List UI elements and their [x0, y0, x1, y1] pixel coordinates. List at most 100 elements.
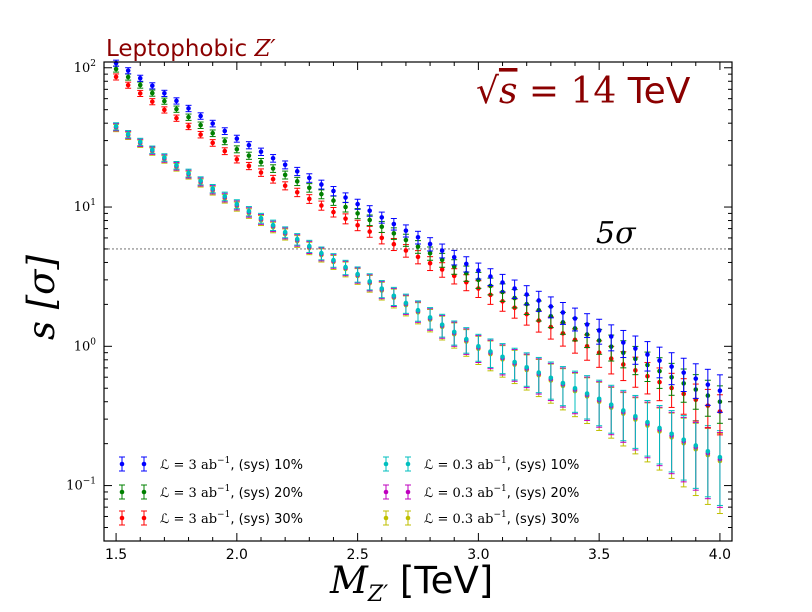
data-point: [716, 374, 723, 413]
legend-marker: [141, 461, 147, 467]
marker: [186, 106, 191, 111]
data-point: [523, 285, 530, 306]
marker: [427, 250, 433, 256]
data-point: [221, 127, 228, 136]
marker: [560, 310, 566, 315]
marker: [657, 358, 662, 363]
marker: [512, 359, 517, 365]
legend-entry-6: ℒ = 0.3 ab−1, (sys) 30%: [383, 510, 579, 527]
marker: [307, 175, 312, 181]
data-point: [354, 266, 361, 283]
marker: [705, 449, 711, 454]
marker: [451, 254, 457, 260]
data-point: [294, 187, 301, 198]
marker: [270, 176, 276, 182]
legend-marker: [405, 489, 411, 495]
data-point: [656, 346, 663, 379]
data-point: [149, 98, 156, 106]
data-point: [270, 164, 277, 173]
marker: [234, 136, 240, 141]
data-point: [245, 141, 252, 150]
marker: [198, 113, 203, 119]
data-point: [173, 114, 180, 122]
data-point: [427, 237, 434, 252]
y-tick-label: 102: [74, 59, 96, 76]
data-point: [125, 130, 132, 139]
y-tick-label: 101: [74, 198, 96, 215]
marker: [415, 307, 421, 313]
marker: [355, 211, 360, 216]
legend-label: ℒ = 3 ab−1, (sys) 20%: [160, 484, 303, 501]
data-point: [620, 389, 627, 442]
marker: [246, 208, 252, 214]
marker: [355, 271, 360, 277]
data-point: [306, 183, 313, 193]
marker: [572, 316, 578, 321]
data-point: [584, 375, 591, 420]
legend-label: ℒ = 3 ab−1, (sys) 30%: [160, 510, 303, 527]
marker: [439, 248, 445, 253]
data-point: [668, 352, 675, 386]
marker: [137, 75, 143, 81]
data-point: [258, 212, 264, 224]
marker: [125, 82, 131, 88]
marker: [210, 121, 215, 126]
marker: [258, 149, 264, 154]
legend-entry-5: ℒ = 0.3 ab−1, (sys) 20%: [383, 484, 579, 501]
data-point: [258, 168, 264, 177]
marker: [294, 179, 300, 184]
marker: [162, 98, 167, 104]
marker: [113, 66, 119, 72]
marker: [464, 336, 469, 342]
data-point: [656, 405, 663, 465]
data-point: [258, 158, 264, 167]
data-point: [161, 106, 168, 114]
marker: [258, 170, 264, 175]
data-point: [197, 130, 204, 139]
marker: [307, 196, 312, 202]
marker: [210, 186, 215, 191]
data-point: [463, 256, 470, 273]
marker: [222, 138, 228, 144]
legend-label: ℒ = 3 ab−1, (sys) 10%: [160, 456, 303, 473]
marker: [536, 370, 542, 375]
data-point: [439, 243, 446, 259]
marker: [282, 229, 288, 235]
marker: [270, 166, 276, 171]
marker: [150, 99, 155, 104]
reference-line-label: 5σ: [596, 216, 637, 251]
marker: [343, 204, 348, 210]
marker: [379, 215, 385, 220]
marker: [150, 147, 155, 152]
marker: [415, 235, 421, 240]
marker: [548, 304, 554, 309]
marker: [512, 286, 517, 291]
marker: [150, 90, 155, 96]
marker: [319, 182, 324, 187]
series-4: [113, 122, 723, 506]
data-point: [330, 253, 337, 268]
marker: [500, 354, 505, 360]
legend: ℒ = 3 ab−1, (sys) 10% ℒ = 3 ab−1, (sys) 2…: [119, 456, 579, 527]
series-1: [113, 59, 723, 413]
marker: [222, 194, 228, 199]
data-point: [318, 189, 325, 200]
data-point: [390, 286, 397, 306]
data-point: [704, 368, 711, 406]
marker: [113, 123, 119, 129]
data-point: [668, 410, 675, 473]
data-point: [354, 219, 361, 232]
data-point: [330, 186, 337, 197]
data-point: [402, 244, 409, 258]
marker: [307, 243, 312, 249]
marker: [367, 229, 372, 234]
data-point: [644, 341, 651, 372]
marker: [307, 185, 312, 191]
marker: [548, 375, 554, 381]
marker: [186, 114, 191, 120]
marker: [645, 352, 650, 357]
marker: [113, 74, 119, 80]
marker: [174, 98, 179, 104]
data-point: [294, 233, 301, 246]
data-point: [161, 97, 168, 105]
